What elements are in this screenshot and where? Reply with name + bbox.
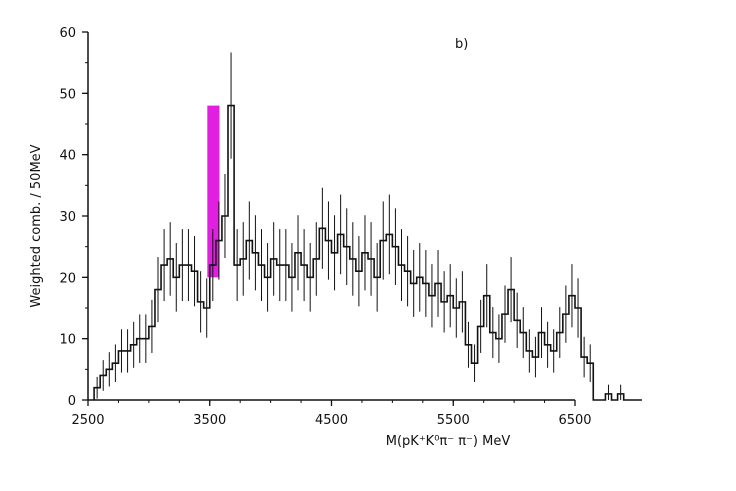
x-tick-label: 5500 [437, 413, 470, 428]
plot-area: 2500 3500 4500 5500 6500 0 10 20 30 40 50 60 [59, 26, 642, 428]
histogram-outline [93, 104, 642, 401]
y-tick-label: 10 [59, 333, 76, 348]
y-tick-label: 50 [59, 87, 76, 102]
x-tick-label: 3500 [193, 413, 226, 428]
x-tick-label: 2500 [71, 413, 104, 428]
y-axis-label: Weighted comb. / 50MeV [29, 144, 44, 307]
y-tick-label: 30 [59, 210, 76, 225]
y-tick-label: 60 [59, 26, 76, 41]
x-tick-label: 4500 [315, 413, 348, 428]
highlight-band [207, 105, 220, 278]
x-tick-label: 6500 [558, 413, 591, 428]
y-tick-label: 40 [59, 149, 76, 164]
x-axis-label: M(pK⁺K⁰π⁻ π⁻) MeV [386, 434, 511, 449]
y-tick-label: 0 [68, 394, 76, 409]
y-tick-label: 20 [59, 271, 76, 286]
panel-label: b) [455, 37, 468, 52]
